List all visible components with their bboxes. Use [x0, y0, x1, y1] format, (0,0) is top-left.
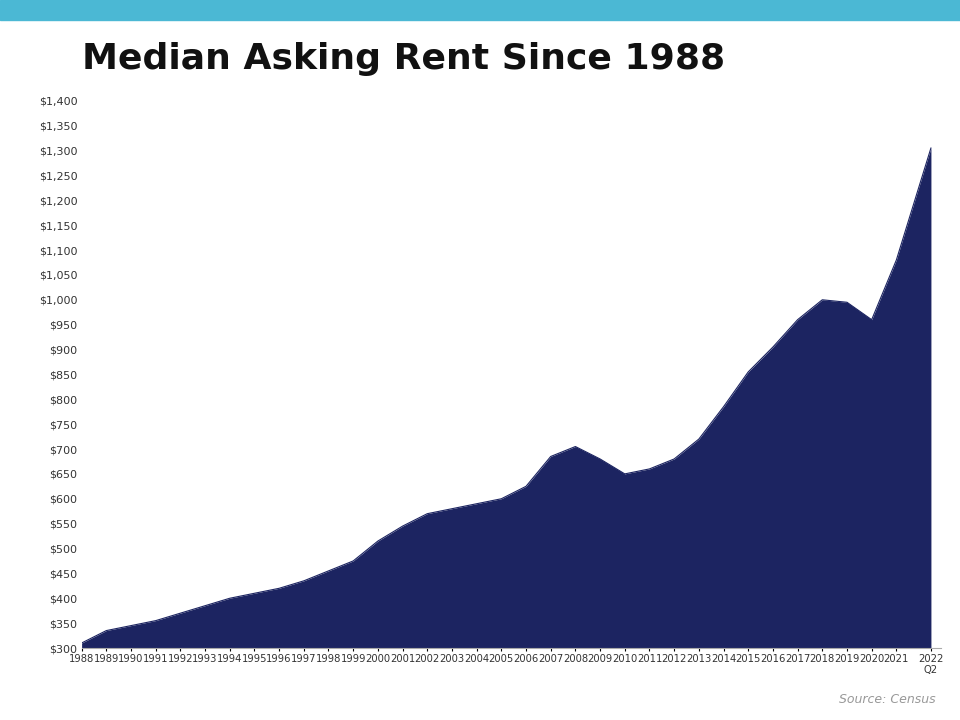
Text: Median Asking Rent Since 1988: Median Asking Rent Since 1988 [82, 42, 725, 76]
Text: Source: Census: Source: Census [839, 693, 936, 706]
